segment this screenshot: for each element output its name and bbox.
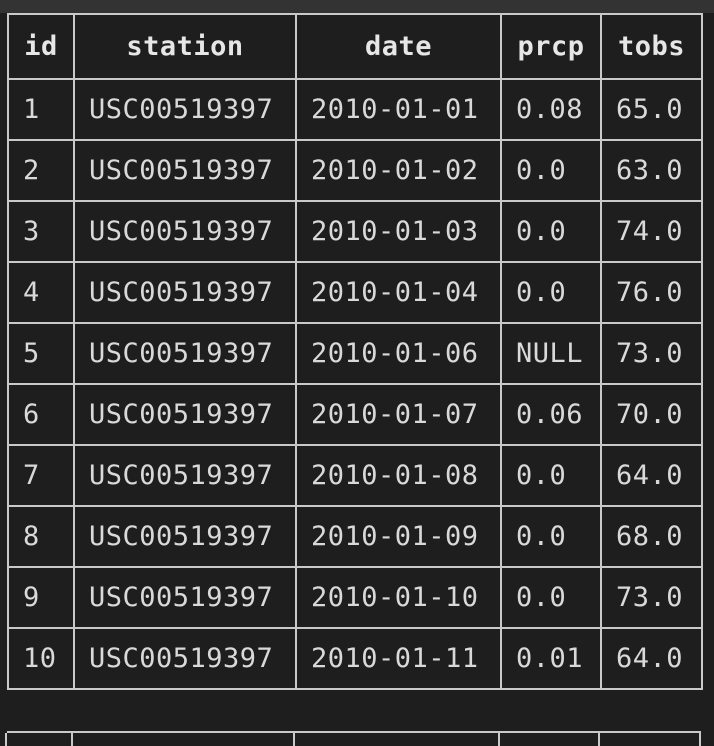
cell-id[interactable]: 1 <box>7 78 75 141</box>
cell-station[interactable]: USC00519397 <box>73 505 297 568</box>
column-header-id[interactable]: id <box>7 13 75 80</box>
table-row[interactable]: 8 USC00519397 2010-01-09 0.0 68.0 <box>7 505 703 568</box>
cell-date[interactable]: 2010-01-11 <box>295 627 502 690</box>
cell-date[interactable]: 2010-01-08 <box>295 444 502 507</box>
cell-station[interactable]: USC00519397 <box>73 200 297 263</box>
cell-id[interactable]: 3 <box>7 200 75 263</box>
header-row: id station date prcp tobs <box>7 13 703 80</box>
cell-date[interactable]: 2010-01-10 <box>295 566 502 629</box>
cell-station[interactable]: USC00519397 <box>73 627 297 690</box>
cell-id[interactable]: 8 <box>7 505 75 568</box>
table-row[interactable]: 3 USC00519397 2010-01-03 0.0 74.0 <box>7 200 703 263</box>
cell-id[interactable]: 9 <box>7 566 75 629</box>
column-header-date[interactable]: date <box>295 13 502 80</box>
table-row[interactable]: 10 USC00519397 2010-01-11 0.01 64.0 <box>7 627 703 690</box>
column-divider <box>5 733 7 746</box>
cell-station[interactable]: USC00519397 <box>73 383 297 446</box>
cell-id[interactable]: 7 <box>7 444 75 507</box>
cell-station[interactable]: USC00519397 <box>73 261 297 324</box>
table-row[interactable]: 1 USC00519397 2010-01-01 0.08 65.0 <box>7 78 703 141</box>
table-row[interactable]: 9 USC00519397 2010-01-10 0.0 73.0 <box>7 566 703 629</box>
cell-station[interactable]: USC00519397 <box>73 322 297 385</box>
cell-tobs[interactable]: 64.0 <box>600 444 703 507</box>
cell-id[interactable]: 2 <box>7 139 75 202</box>
cell-prcp[interactable]: 0.08 <box>500 78 602 141</box>
cell-prcp[interactable]: 0.0 <box>500 444 602 507</box>
cell-prcp[interactable]: 0.0 <box>500 200 602 263</box>
cell-tobs[interactable]: 74.0 <box>600 200 703 263</box>
column-divider <box>71 733 73 746</box>
table-row[interactable]: 6 USC00519397 2010-01-07 0.06 70.0 <box>7 383 703 446</box>
column-header-tobs[interactable]: tobs <box>600 13 703 80</box>
results-table: id station date prcp tobs 1 USC00519397 … <box>7 13 703 690</box>
cell-date[interactable]: 2010-01-07 <box>295 383 502 446</box>
cell-station[interactable]: USC00519397 <box>73 566 297 629</box>
table-row[interactable]: 5 USC00519397 2010-01-06 NULL 73.0 <box>7 322 703 385</box>
results-toolbar-edge <box>0 0 714 13</box>
table-row[interactable]: 2 USC00519397 2010-01-02 0.0 63.0 <box>7 139 703 202</box>
column-divider <box>498 733 500 746</box>
cell-prcp[interactable]: 0.06 <box>500 383 602 446</box>
column-divider <box>699 733 701 746</box>
cell-id[interactable]: 10 <box>7 627 75 690</box>
table-row-partial <box>5 731 701 746</box>
column-divider <box>598 733 600 746</box>
cell-id[interactable]: 6 <box>7 383 75 446</box>
cell-prcp[interactable]: 0.0 <box>500 139 602 202</box>
cell-tobs[interactable]: 73.0 <box>600 566 703 629</box>
cell-tobs[interactable]: 76.0 <box>600 261 703 324</box>
cell-date[interactable]: 2010-01-06 <box>295 322 502 385</box>
cell-prcp[interactable]: NULL <box>500 322 602 385</box>
table-row[interactable]: 4 USC00519397 2010-01-04 0.0 76.0 <box>7 261 703 324</box>
cell-prcp[interactable]: 0.01 <box>500 627 602 690</box>
cell-prcp[interactable]: 0.0 <box>500 261 602 324</box>
cell-station[interactable]: USC00519397 <box>73 139 297 202</box>
cell-tobs[interactable]: 73.0 <box>600 322 703 385</box>
cell-station[interactable]: USC00519397 <box>73 78 297 141</box>
cell-station[interactable]: USC00519397 <box>73 444 297 507</box>
cell-id[interactable]: 4 <box>7 261 75 324</box>
column-divider <box>293 733 295 746</box>
cell-tobs[interactable]: 63.0 <box>600 139 703 202</box>
column-header-station[interactable]: station <box>73 13 297 80</box>
cell-tobs[interactable]: 65.0 <box>600 78 703 141</box>
cell-tobs[interactable]: 68.0 <box>600 505 703 568</box>
cell-date[interactable]: 2010-01-01 <box>295 78 502 141</box>
cell-tobs[interactable]: 70.0 <box>600 383 703 446</box>
cell-prcp[interactable]: 0.0 <box>500 505 602 568</box>
table-body: 1 USC00519397 2010-01-01 0.08 65.0 2 USC… <box>7 78 703 690</box>
cell-tobs[interactable]: 64.0 <box>600 627 703 690</box>
cell-date[interactable]: 2010-01-04 <box>295 261 502 324</box>
cell-prcp[interactable]: 0.0 <box>500 566 602 629</box>
table-row[interactable]: 7 USC00519397 2010-01-08 0.0 64.0 <box>7 444 703 507</box>
cell-date[interactable]: 2010-01-03 <box>295 200 502 263</box>
cell-id[interactable]: 5 <box>7 322 75 385</box>
cell-date[interactable]: 2010-01-09 <box>295 505 502 568</box>
cell-date[interactable]: 2010-01-02 <box>295 139 502 202</box>
column-header-prcp[interactable]: prcp <box>500 13 602 80</box>
